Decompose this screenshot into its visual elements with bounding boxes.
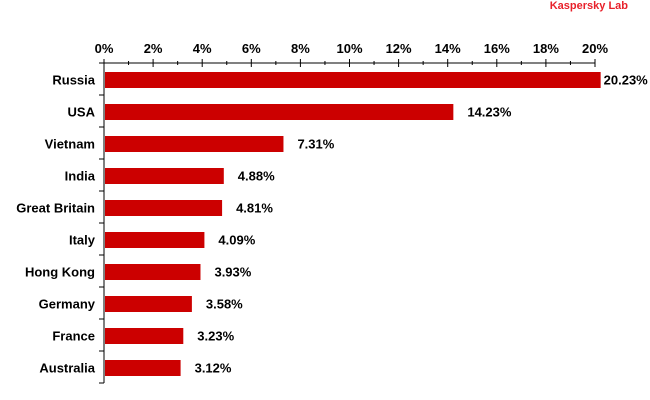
data-label: 7.31% <box>297 137 334 152</box>
data-label: 3.12% <box>195 361 232 376</box>
category-label: France <box>52 329 95 344</box>
data-label: 4.81% <box>236 201 273 216</box>
x-tick-label: 18% <box>533 41 559 56</box>
category-label: Russia <box>52 73 95 88</box>
data-label: 4.88% <box>238 169 275 184</box>
data-label: 3.93% <box>214 265 251 280</box>
bar <box>105 296 192 312</box>
data-label: 20.23% <box>604 73 649 88</box>
x-tick-label: 10% <box>336 41 362 56</box>
bar <box>105 232 205 248</box>
bar <box>105 136 284 152</box>
bar <box>105 200 223 216</box>
axis-layer <box>99 59 596 384</box>
brand-logo-text: Kaspersky Lab <box>549 0 628 12</box>
data-label: 14.23% <box>467 105 512 120</box>
category-label: Australia <box>39 361 95 376</box>
category-label: India <box>65 169 96 184</box>
x-tick-label: 20% <box>582 41 608 56</box>
bar <box>105 104 454 120</box>
x-tick-label: 16% <box>484 41 510 56</box>
bar <box>105 264 201 280</box>
x-tick-label: 12% <box>386 41 412 56</box>
data-label: 4.09% <box>218 233 255 248</box>
bar-layer <box>105 72 601 376</box>
x-tick-label: 4% <box>193 41 212 56</box>
category-label: Germany <box>39 297 96 312</box>
bar <box>105 360 181 376</box>
x-tick-label: 6% <box>242 41 261 56</box>
data-label: 3.23% <box>197 329 234 344</box>
category-label: Italy <box>69 233 96 248</box>
category-label: USA <box>68 105 96 120</box>
category-label: Great Britain <box>16 201 95 216</box>
bar <box>105 72 601 88</box>
data-label: 3.58% <box>206 297 243 312</box>
label-layer: 0% 2% 4% 6% 8% 10% 12% 14% 16% 18% 20% Russia 20.23%… <box>16 41 648 376</box>
x-tick-label: 0% <box>95 41 114 56</box>
category-label: Vietnam <box>45 137 95 152</box>
x-tick-label: 2% <box>144 41 163 56</box>
bar <box>105 168 224 184</box>
bar <box>105 328 184 344</box>
category-label: Hong Kong <box>25 265 95 280</box>
x-tick-label: 8% <box>291 41 310 56</box>
x-tick-label: 14% <box>435 41 461 56</box>
